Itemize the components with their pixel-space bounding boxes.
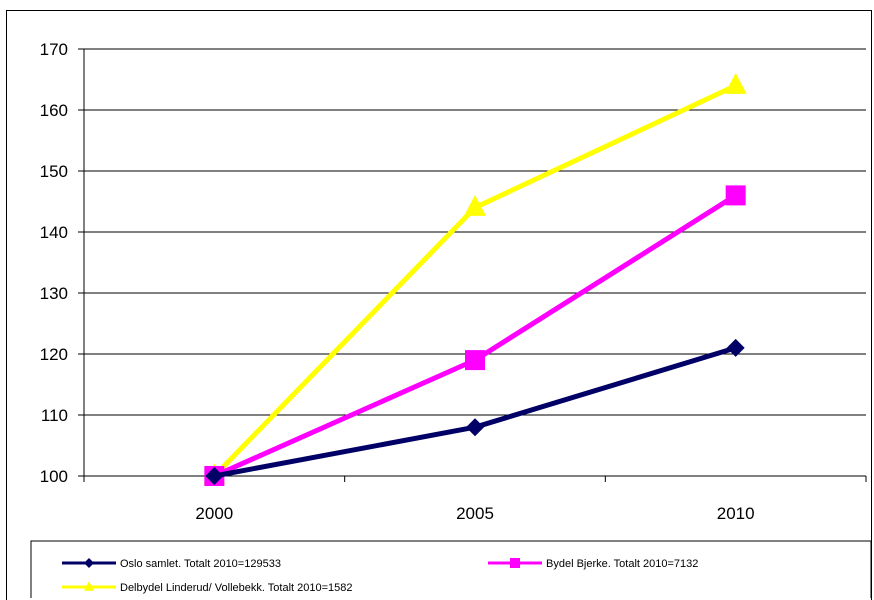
- legend-swatch-marker-1: [84, 558, 94, 568]
- series-2-point-2010: [725, 185, 746, 206]
- y-tick-label-160: 160: [40, 101, 68, 120]
- legend-entry-3: Delbydel Linderud/ Vollebekk. Totalt 201…: [62, 581, 353, 594]
- legend-box: [30, 540, 872, 598]
- series-1-point-2005: [466, 418, 484, 437]
- chart-frame: [6, 10, 872, 600]
- series-1-point-2010: [726, 338, 745, 357]
- series-2: [204, 185, 746, 486]
- y-tick-label-110: 110: [41, 406, 68, 425]
- axes: [78, 48, 867, 482]
- y-tick-labels: 100 110 120 130 140 150 160 170: [40, 40, 68, 486]
- series-1: [205, 338, 745, 485]
- series-3-point-2010: [724, 72, 747, 94]
- x-tick-label-2005: 2005: [456, 504, 494, 523]
- series-1-point-2000: [205, 467, 224, 485]
- y-tick-label-100: 100: [40, 467, 68, 486]
- x-tick-label-2000: 2000: [195, 504, 233, 523]
- x-tick-label-2010: 2010: [717, 504, 755, 523]
- legend-swatch-marker-2: [510, 558, 520, 568]
- y-tick-label-170: 170: [40, 40, 68, 59]
- series-3-point-2005: [464, 194, 486, 216]
- gridlines: [84, 48, 866, 477]
- y-tick-label-140: 140: [40, 223, 68, 242]
- x-tick-labels: 2000 2005 2010: [195, 504, 754, 523]
- legend-label-3: Delbydel Linderud/ Vollebekk. Totalt 201…: [120, 582, 353, 594]
- y-tick-label-130: 130: [40, 284, 68, 303]
- legend-entry-1: Oslo samlet. Totalt 2010=129533: [62, 558, 281, 570]
- legend-swatch-marker-3: [84, 581, 94, 591]
- legend-label-2: Bydel Bjerke. Totalt 2010=7132: [546, 558, 698, 570]
- y-tick-label-150: 150: [40, 162, 68, 181]
- series-2-point-2005: [465, 350, 485, 371]
- legend: Oslo samlet. Totalt 2010=129533 Bydel Bje…: [30, 540, 872, 598]
- series-3-line: [212, 83, 737, 478]
- y-tick-label-120: 120: [40, 345, 68, 364]
- legend-entry-2: Bydel Bjerke. Totalt 2010=7132: [488, 558, 698, 570]
- legend-label-1: Oslo samlet. Totalt 2010=129533: [120, 558, 281, 570]
- series: [203, 72, 747, 486]
